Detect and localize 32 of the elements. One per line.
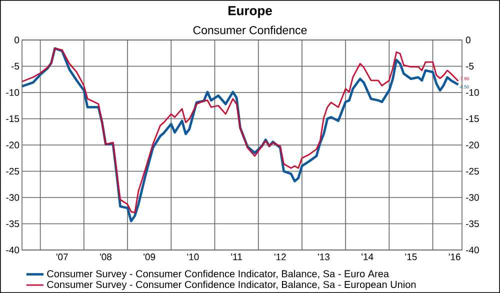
x-tick-label: '11 — [231, 254, 242, 260]
x-tick-label: '10 — [187, 254, 199, 260]
y-tick-label: -25 — [6, 168, 20, 175]
x-tick-label: '07 — [56, 254, 68, 260]
y-tick-label: -20 — [6, 142, 20, 148]
chart-subtitle: Consumer Confidence — [193, 26, 307, 34]
y-tick-label: -35 — [6, 220, 20, 228]
x-tick-label: '09 — [144, 254, 156, 260]
y2-tick-label: -40 — [466, 246, 479, 254]
legend-label: Consumer Survey - Consumer Confidence Indicator, Balance, Sa - Euro Area — [47, 270, 390, 280]
y2-tick-label: -5 — [466, 62, 474, 70]
y2-tick-label: -35 — [466, 220, 479, 228]
x-tick-label: '15 — [405, 254, 417, 260]
y2-tick-label: -20 — [466, 142, 479, 148]
x-tick-label: '14 — [362, 254, 374, 260]
y-tick-label: -5 — [11, 62, 20, 70]
y2-tick-label: 0 — [466, 36, 470, 44]
y2-tick-label: -15 — [466, 115, 479, 122]
y-tick-label: -10 — [6, 89, 20, 96]
x-tick-label: '13 — [318, 254, 330, 260]
y-tick-label: 0 — [14, 36, 20, 44]
y-tick-label: -40 — [6, 246, 20, 254]
x-tick-label: '16 — [448, 254, 460, 260]
y2-tick-label: -25 — [466, 168, 479, 175]
legend-label: Consumer Survey - Consumer Confidence Indicator, Balance, Sa - European Union — [47, 280, 416, 290]
y2-tick-label: -30 — [466, 194, 479, 201]
y2-tick-label: -10 — [466, 89, 479, 96]
chart-title: Europe — [228, 6, 272, 18]
y-tick-label: -30 — [6, 194, 20, 201]
x-tick-label: '08 — [100, 254, 112, 260]
y-tick-label: -15 — [6, 115, 20, 122]
x-tick-label: '12 — [274, 254, 286, 260]
